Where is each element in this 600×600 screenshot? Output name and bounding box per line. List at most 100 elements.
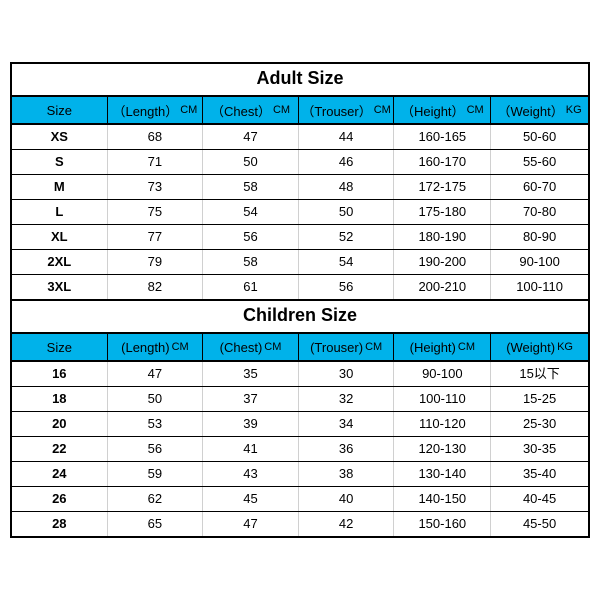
- value-cell: 40-45: [491, 487, 588, 511]
- header-label: （Trouser）: [301, 101, 371, 120]
- header-unit: CM: [264, 341, 281, 353]
- header-label: （Length）: [112, 101, 178, 120]
- value-cell: 56: [108, 437, 204, 461]
- header-cell: (Weight)KG: [491, 334, 588, 360]
- value-cell: 50: [203, 150, 299, 174]
- header-label: （Weight）: [498, 101, 564, 120]
- value-cell: 140-150: [394, 487, 491, 511]
- value-cell: 39: [203, 412, 299, 436]
- value-cell: 56: [203, 225, 299, 249]
- header-unit: KG: [566, 104, 582, 116]
- value-cell: 58: [203, 250, 299, 274]
- size-cell: 24: [12, 462, 108, 486]
- header-cell: Size: [12, 334, 108, 360]
- value-cell: 70-80: [491, 200, 588, 224]
- value-cell: 38: [299, 462, 395, 486]
- value-cell: 110-120: [394, 412, 491, 436]
- value-cell: 100-110: [394, 387, 491, 411]
- table-row: 22564136120-13030-35: [12, 437, 588, 462]
- header-label: （Chest）: [211, 101, 271, 120]
- size-cell: 22: [12, 437, 108, 461]
- value-cell: 37: [203, 387, 299, 411]
- value-cell: 68: [108, 125, 204, 149]
- header-unit: CM: [273, 104, 290, 116]
- header-cell: （Height）CM: [394, 97, 491, 123]
- value-cell: 45-50: [491, 512, 588, 536]
- value-cell: 15-25: [491, 387, 588, 411]
- table-row: XS684744160-16550-60: [12, 125, 588, 150]
- value-cell: 52: [299, 225, 395, 249]
- value-cell: 58: [203, 175, 299, 199]
- table-row: 3XL826156200-210100-110: [12, 275, 588, 299]
- value-cell: 62: [108, 487, 204, 511]
- value-cell: 48: [299, 175, 395, 199]
- header-unit: CM: [180, 104, 197, 116]
- header-label: (Length): [121, 340, 169, 355]
- value-cell: 34: [299, 412, 395, 436]
- value-cell: 30-35: [491, 437, 588, 461]
- header-label: (Height): [410, 340, 456, 355]
- value-cell: 54: [203, 200, 299, 224]
- value-cell: 43: [203, 462, 299, 486]
- size-cell: 20: [12, 412, 108, 436]
- header-label: (Trouser): [310, 340, 363, 355]
- header-unit: CM: [172, 341, 189, 353]
- section-title: Children Size: [12, 299, 588, 334]
- size-chart: Adult SizeSize（Length）CM（Chest）CM（Trouse…: [10, 62, 590, 538]
- size-cell: M: [12, 175, 108, 199]
- size-cell: L: [12, 200, 108, 224]
- value-cell: 50-60: [491, 125, 588, 149]
- size-cell: S: [12, 150, 108, 174]
- header-label: Size: [47, 103, 72, 118]
- header-label: (Weight): [506, 340, 555, 355]
- header-cell: (Height)CM: [394, 334, 491, 360]
- value-cell: 50: [299, 200, 395, 224]
- header-cell: （Weight）KG: [491, 97, 588, 123]
- value-cell: 150-160: [394, 512, 491, 536]
- value-cell: 130-140: [394, 462, 491, 486]
- header-cell: (Trouser)CM: [299, 334, 395, 360]
- value-cell: 32: [299, 387, 395, 411]
- value-cell: 35: [203, 362, 299, 386]
- value-cell: 41: [203, 437, 299, 461]
- header-unit: KG: [557, 341, 573, 353]
- size-cell: 3XL: [12, 275, 108, 299]
- rows: 1647353090-10015以下18503732100-11015-2520…: [12, 362, 588, 536]
- header-unit: CM: [374, 104, 391, 116]
- value-cell: 190-200: [394, 250, 491, 274]
- value-cell: 71: [108, 150, 204, 174]
- value-cell: 46: [299, 150, 395, 174]
- value-cell: 25-30: [491, 412, 588, 436]
- table-row: 24594338130-14035-40: [12, 462, 588, 487]
- value-cell: 90-100: [394, 362, 491, 386]
- header-cell: （Chest）CM: [203, 97, 299, 123]
- value-cell: 100-110: [491, 275, 588, 299]
- value-cell: 42: [299, 512, 395, 536]
- section-title: Adult Size: [12, 62, 588, 97]
- table-row: 2XL795854190-20090-100: [12, 250, 588, 275]
- header-cell: Size: [12, 97, 108, 123]
- value-cell: 36: [299, 437, 395, 461]
- value-cell: 47: [108, 362, 204, 386]
- value-cell: 44: [299, 125, 395, 149]
- header-label: Size: [47, 340, 72, 355]
- value-cell: 50: [108, 387, 204, 411]
- table-row: XL775652180-19080-90: [12, 225, 588, 250]
- value-cell: 45: [203, 487, 299, 511]
- header-label: （Height）: [401, 101, 465, 120]
- value-cell: 120-130: [394, 437, 491, 461]
- size-cell: 16: [12, 362, 108, 386]
- header-row: Size（Length）CM（Chest）CM（Trouser）CM（Heigh…: [12, 97, 588, 125]
- table-row: 20533934110-12025-30: [12, 412, 588, 437]
- value-cell: 55-60: [491, 150, 588, 174]
- table-row: L755450175-18070-80: [12, 200, 588, 225]
- size-cell: XL: [12, 225, 108, 249]
- size-cell: 28: [12, 512, 108, 536]
- table-row: 1647353090-10015以下: [12, 362, 588, 387]
- size-cell: 18: [12, 387, 108, 411]
- size-cell: 2XL: [12, 250, 108, 274]
- header-unit: CM: [458, 341, 475, 353]
- value-cell: 53: [108, 412, 204, 436]
- value-cell: 47: [203, 125, 299, 149]
- value-cell: 54: [299, 250, 395, 274]
